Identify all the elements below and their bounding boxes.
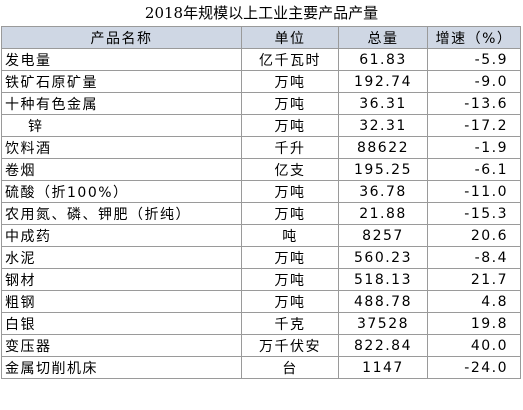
table-row: 铁矿石原矿量 万吨 192.74 -9.0 bbox=[1, 70, 521, 93]
product-name-cell: 白银 bbox=[1, 312, 242, 335]
growth-cell: -9.0 bbox=[427, 70, 521, 93]
growth-cell: 21.7 bbox=[427, 268, 521, 291]
table-row: 白银 千克 37528 19.8 bbox=[1, 312, 521, 335]
total-cell: 8257 bbox=[338, 224, 428, 247]
product-name-cell: 锌 bbox=[1, 114, 242, 137]
table-header: 产品名称 单位 总量 增速（%） bbox=[1, 26, 521, 49]
total-cell: 192.74 bbox=[338, 70, 428, 93]
product-name-cell: 饮料酒 bbox=[1, 136, 242, 159]
unit-cell: 万吨 bbox=[241, 114, 339, 137]
unit-cell: 千克 bbox=[241, 312, 339, 335]
unit-cell: 万吨 bbox=[241, 180, 339, 203]
unit-cell: 万吨 bbox=[241, 70, 339, 93]
table-row: 十种有色金属 万吨 36.31 -13.6 bbox=[1, 92, 521, 115]
growth-cell: -11.0 bbox=[427, 180, 521, 203]
growth-cell: 19.8 bbox=[427, 312, 521, 335]
total-cell: 36.78 bbox=[338, 180, 428, 203]
table-row: 变压器 万千伏安 822.84 40.0 bbox=[1, 334, 521, 357]
product-name-cell: 中成药 bbox=[1, 224, 242, 247]
header-unit: 单位 bbox=[241, 26, 339, 49]
unit-cell: 万吨 bbox=[241, 268, 339, 291]
total-cell: 21.88 bbox=[338, 202, 428, 225]
growth-cell: -17.2 bbox=[427, 114, 521, 137]
header-row: 产品名称 单位 总量 增速（%） bbox=[1, 26, 521, 49]
product-name-cell: 卷烟 bbox=[1, 158, 242, 181]
total-cell: 36.31 bbox=[338, 92, 428, 115]
product-name-cell: 金属切削机床 bbox=[1, 356, 242, 379]
unit-cell: 万吨 bbox=[241, 202, 339, 225]
table-row: 农用氮、磷、钾肥（折纯） 万吨 21.88 -15.3 bbox=[1, 202, 521, 225]
total-cell: 518.13 bbox=[338, 268, 428, 291]
unit-cell: 万千伏安 bbox=[241, 334, 339, 357]
unit-cell: 万吨 bbox=[241, 246, 339, 269]
product-name-cell: 粗钢 bbox=[1, 290, 242, 313]
unit-cell: 万吨 bbox=[241, 290, 339, 313]
product-name-cell: 农用氮、磷、钾肥（折纯） bbox=[1, 202, 242, 225]
unit-cell: 亿千瓦时 bbox=[241, 48, 339, 71]
product-name-cell: 铁矿石原矿量 bbox=[1, 70, 242, 93]
product-name-cell: 水泥 bbox=[1, 246, 242, 269]
product-name-cell: 发电量 bbox=[1, 48, 242, 71]
product-name-cell: 硫酸（折100%） bbox=[1, 180, 242, 203]
table-row: 钢材 万吨 518.13 21.7 bbox=[1, 268, 521, 291]
growth-cell: -1.9 bbox=[427, 136, 521, 159]
unit-cell: 吨 bbox=[241, 224, 339, 247]
growth-cell: 40.0 bbox=[427, 334, 521, 357]
total-cell: 37528 bbox=[338, 312, 428, 335]
unit-cell: 台 bbox=[241, 356, 339, 379]
total-cell: 61.83 bbox=[338, 48, 428, 71]
growth-cell: -13.6 bbox=[427, 92, 521, 115]
table-row: 粗钢 万吨 488.78 4.8 bbox=[1, 290, 521, 313]
header-product-name: 产品名称 bbox=[1, 26, 242, 49]
table-row: 饮料酒 千升 88622 -1.9 bbox=[1, 136, 521, 159]
header-total: 总量 bbox=[338, 26, 428, 49]
total-cell: 88622 bbox=[338, 136, 428, 159]
total-cell: 822.84 bbox=[338, 334, 428, 357]
unit-cell: 千升 bbox=[241, 136, 339, 159]
unit-cell: 亿支 bbox=[241, 158, 339, 181]
growth-cell: -6.1 bbox=[427, 158, 521, 181]
total-cell: 1147 bbox=[338, 356, 428, 379]
product-output-table: 产品名称 单位 总量 增速（%） 发电量 亿千瓦时 61.83 -5.9 铁矿石原矿量万… bbox=[1, 26, 521, 379]
total-cell: 32.31 bbox=[338, 114, 428, 137]
growth-cell: -24.0 bbox=[427, 356, 521, 379]
product-name-cell: 变压器 bbox=[1, 334, 242, 357]
table-row: 锌万吨 32.31 -17.2 bbox=[1, 114, 521, 137]
unit-cell: 万吨 bbox=[241, 92, 339, 115]
growth-cell: -5.9 bbox=[427, 48, 521, 71]
product-name-cell: 钢材 bbox=[1, 268, 242, 291]
table-title: 2018年规模以上工业主要产品产量 bbox=[144, 4, 379, 22]
growth-cell: -8.4 bbox=[427, 246, 521, 269]
table-row: 硫酸（折100%） 万吨 36.78 -11.0 bbox=[1, 180, 521, 203]
table-row: 金属切削机床台 1147 -24.0 bbox=[1, 356, 521, 379]
growth-cell: -15.3 bbox=[427, 202, 521, 225]
table-body: 发电量 亿千瓦时 61.83 -5.9 铁矿石原矿量 万吨 192.74 -9.0 十种有色金属… bbox=[1, 48, 521, 379]
total-cell: 488.78 bbox=[338, 290, 428, 313]
total-cell: 195.25 bbox=[338, 158, 428, 181]
product-name-cell: 十种有色金属 bbox=[1, 92, 242, 115]
table-row: 中成药吨 8257 20.6 bbox=[1, 224, 521, 247]
growth-cell: 20.6 bbox=[427, 224, 521, 247]
table-row: 水泥 万吨 560.23 -8.4 bbox=[1, 246, 521, 269]
table-row: 卷烟 亿支 195.25 -6.1 bbox=[1, 158, 521, 181]
header-growth: 增速（%） bbox=[427, 26, 521, 49]
total-cell: 560.23 bbox=[338, 246, 428, 269]
table-row: 发电量 亿千瓦时 61.83 -5.9 bbox=[1, 48, 521, 71]
growth-cell: 4.8 bbox=[427, 290, 521, 313]
